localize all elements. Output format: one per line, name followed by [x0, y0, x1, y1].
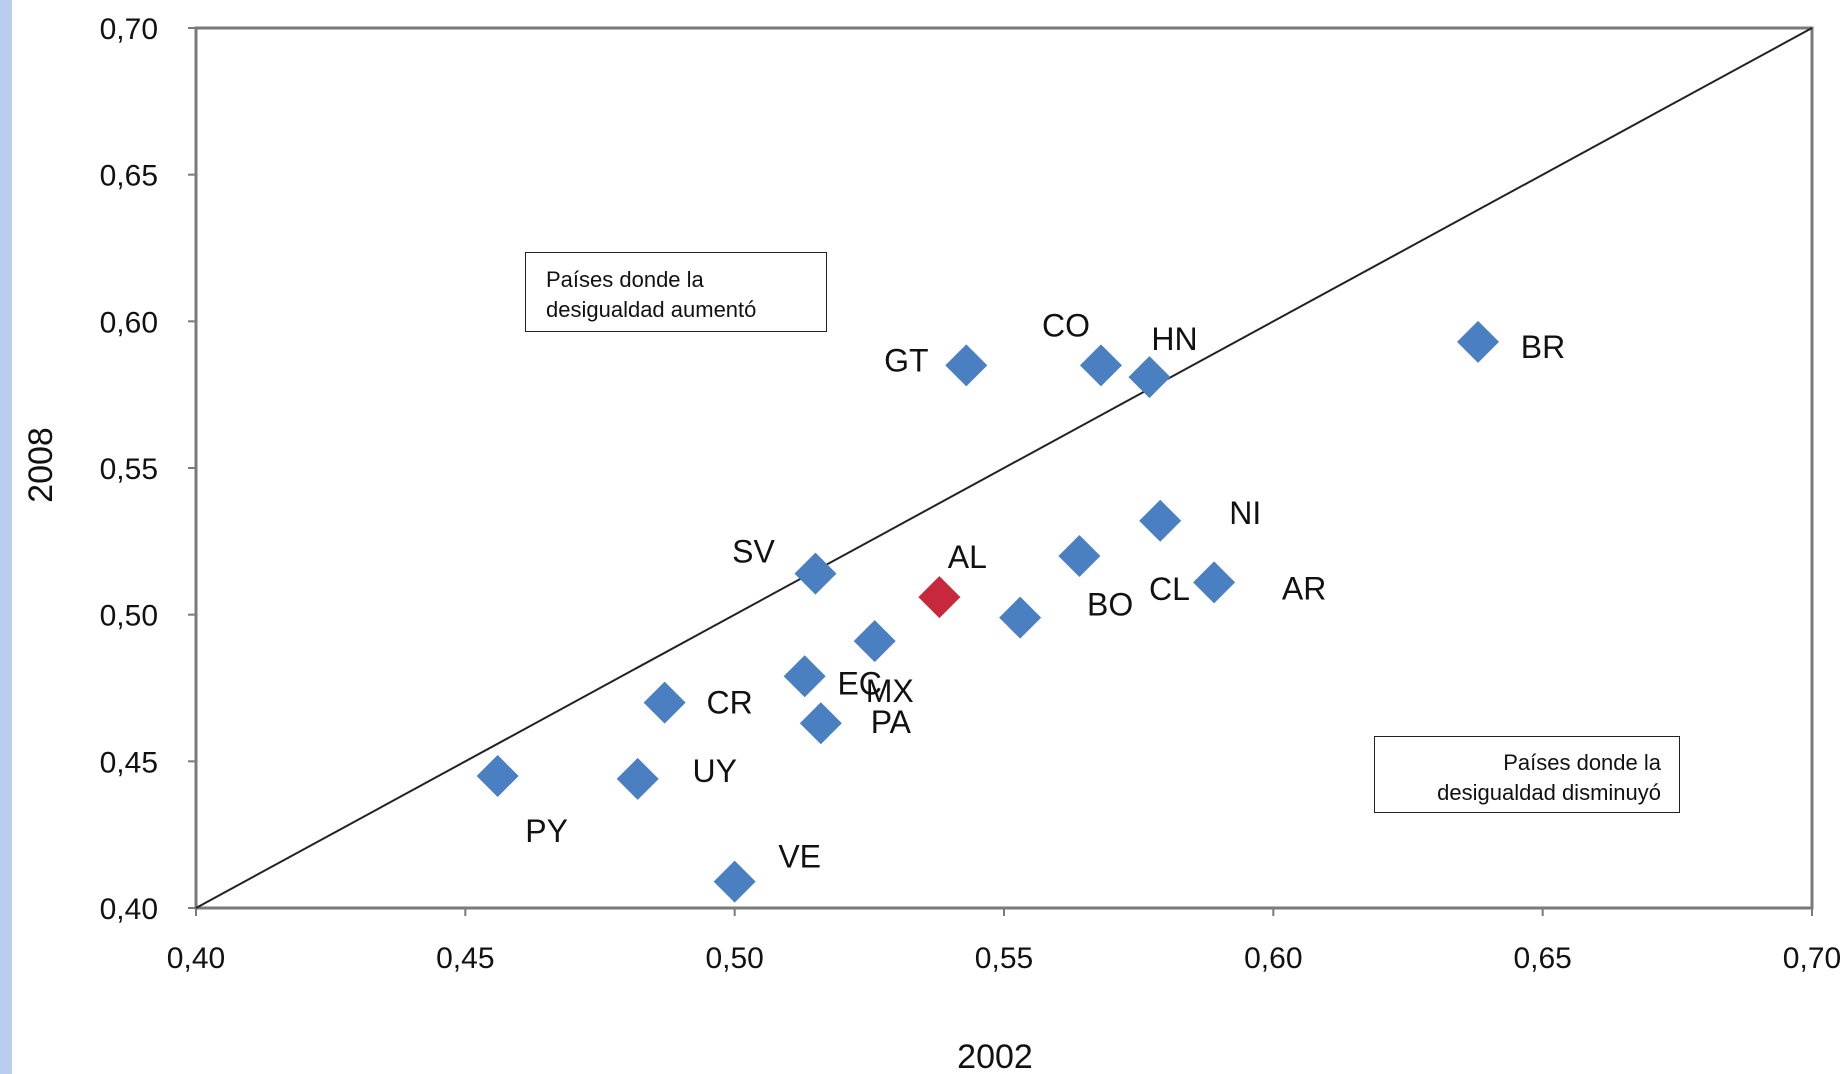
y-tick-label: 0,50	[100, 600, 158, 633]
point-label-co: CO	[1042, 307, 1090, 343]
point-label-mx: MX	[866, 673, 914, 709]
point-label-pa: PA	[871, 704, 912, 740]
y-tick-label: 0,60	[100, 306, 158, 339]
point-ni	[1139, 499, 1182, 542]
y-tick-label: 0,55	[100, 453, 158, 486]
point-ec	[783, 655, 826, 698]
point-br	[1457, 320, 1500, 363]
point-label-cr: CR	[707, 685, 753, 721]
x-tick-label: 0,70	[1783, 942, 1841, 975]
y-tick-label: 0,45	[100, 746, 158, 779]
x-tick-label: 0,55	[975, 942, 1033, 975]
point-cl	[1058, 535, 1101, 577]
point-al	[918, 576, 961, 619]
point-mx	[853, 620, 896, 663]
point-pa	[799, 702, 842, 745]
x-tick-label: 0,45	[436, 942, 494, 975]
point-label-ve: VE	[778, 839, 821, 875]
point-label-al: AL	[948, 539, 987, 575]
y-tick-label: 0,40	[100, 893, 158, 926]
note-up-line1: Países donde la	[546, 267, 704, 292]
x-axis-title: 2002	[957, 1038, 1033, 1074]
x-tick-label: 0,40	[167, 942, 225, 975]
reference-line-layer	[195, 27, 1813, 909]
x-tick-label: 0,65	[1513, 942, 1571, 975]
point-label-ar: AR	[1282, 570, 1326, 606]
point-label-py: PY	[525, 813, 568, 849]
points-layer	[476, 320, 1500, 903]
point-cr	[643, 681, 686, 724]
y-tick-label: 0,70	[100, 13, 158, 46]
point-ar	[1193, 561, 1236, 604]
note-down-line2: desigualdad disminuyó	[1437, 780, 1661, 805]
point-label-cl: CL	[1149, 571, 1190, 607]
x-tick-label: 0,60	[1244, 942, 1302, 975]
point-label-gt: GT	[884, 342, 928, 378]
point-uy	[616, 757, 659, 800]
note-up-line2: desigualdad aumentó	[546, 297, 757, 322]
scatter-chart: 0,40 0,45 0,50 0,55 0,60 0,65 0,70 0,40 0,45 0,50…	[22, 13, 1841, 1074]
point-sv	[794, 552, 837, 595]
chart-frame: 0,40 0,45 0,50 0,55 0,60 0,65 0,70 0,40 0,45 0,50…	[12, 0, 1841, 1074]
point-py	[476, 755, 519, 797]
point-label-ni: NI	[1229, 495, 1261, 531]
point-ve	[713, 860, 756, 903]
note-inequality-decreased: Países donde la desigualdad disminuyó	[1374, 736, 1680, 813]
point-bo	[999, 596, 1042, 639]
point-label-hn: HN	[1151, 321, 1197, 357]
note-inequality-increased: Países donde la desigualdad aumentó	[525, 252, 827, 332]
y-tick-label: 0,65	[100, 160, 158, 193]
x-tick-label: 0,50	[705, 942, 763, 975]
point-label-ec: EC	[837, 665, 881, 701]
point-co	[1079, 344, 1122, 387]
note-down-line1: Países donde la	[1503, 750, 1661, 775]
point-label-bo: BO	[1087, 587, 1133, 623]
point-label-sv: SV	[732, 534, 775, 570]
point-gt	[945, 344, 988, 387]
point-hn	[1128, 356, 1171, 399]
point-label-uy: UY	[692, 753, 736, 789]
axes: 0,40 0,45 0,50 0,55 0,60 0,65 0,70 0,40 0,45 0,50…	[100, 13, 1841, 975]
y-axis-title: 2008	[22, 427, 60, 503]
equality-reference-line	[195, 27, 1813, 909]
point-label-br: BR	[1521, 329, 1565, 365]
